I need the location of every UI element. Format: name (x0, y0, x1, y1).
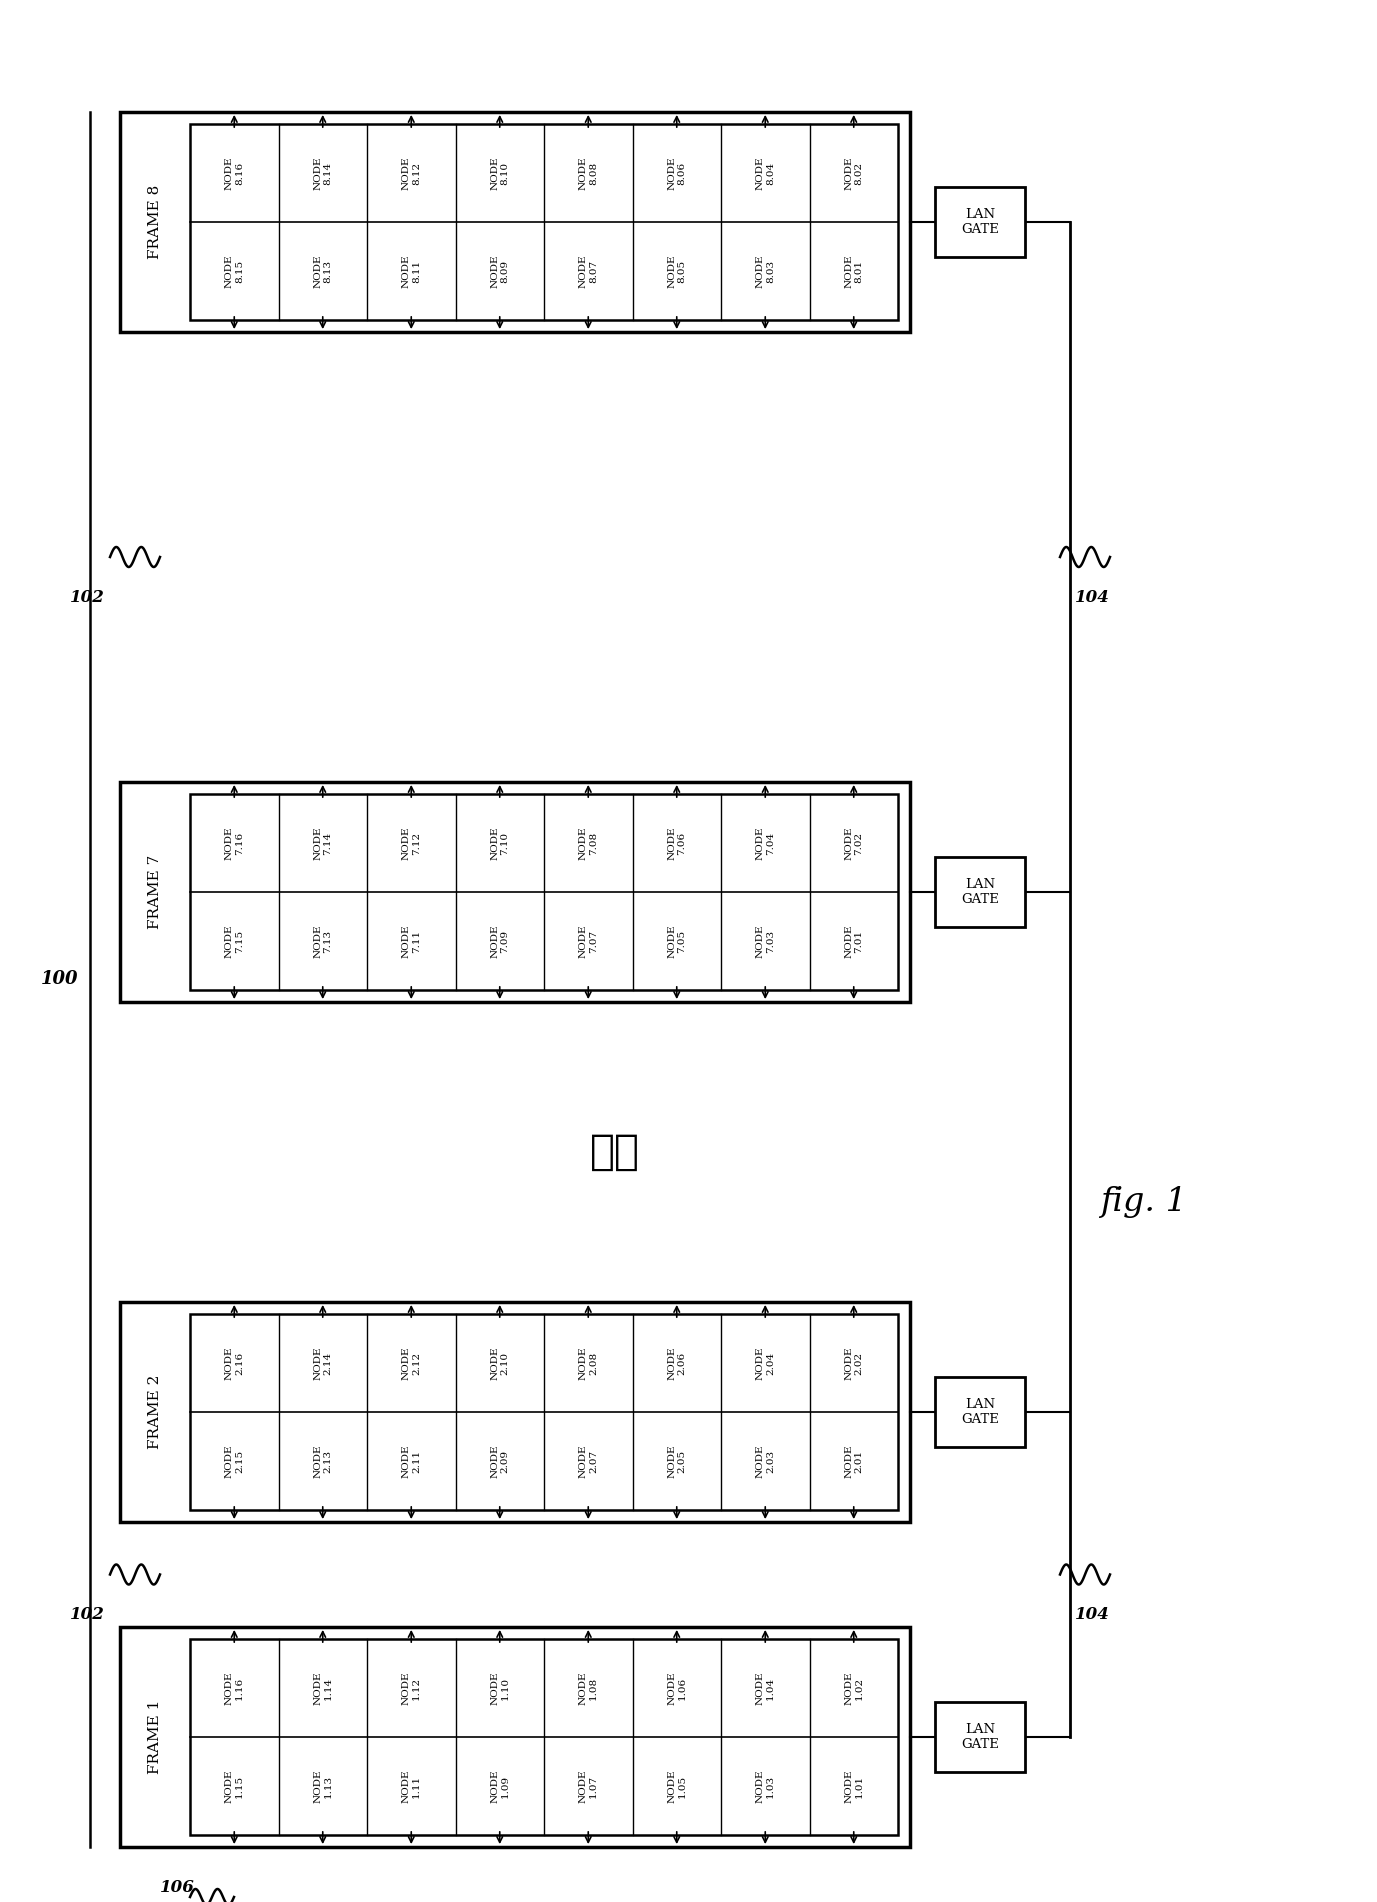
Text: 102: 102 (70, 1605, 105, 1622)
Text: 104: 104 (1075, 588, 1110, 605)
Text: NODE
8.06: NODE 8.06 (666, 156, 687, 190)
Text: NODE
7.07: NODE 7.07 (578, 924, 598, 959)
Text: NODE
1.01: NODE 1.01 (844, 1769, 863, 1803)
Text: NODE
1.08: NODE 1.08 (578, 1672, 598, 1704)
Text: ∶∶: ∶∶ (589, 1132, 640, 1174)
Text: NODE
2.11: NODE 2.11 (402, 1444, 421, 1478)
Bar (190, 124, 898, 320)
Text: NODE
2.07: NODE 2.07 (578, 1444, 598, 1478)
Bar (120, 1303, 910, 1522)
Text: NODE
8.10: NODE 8.10 (490, 156, 509, 190)
Text: NODE
7.05: NODE 7.05 (666, 924, 687, 959)
Text: LAN
GATE: LAN GATE (961, 879, 998, 905)
Text: NODE
8.03: NODE 8.03 (756, 255, 775, 287)
Text: NODE
8.01: NODE 8.01 (844, 255, 863, 287)
Text: NODE
2.03: NODE 2.03 (756, 1444, 775, 1478)
Text: NODE
7.08: NODE 7.08 (578, 825, 598, 860)
Text: NODE
1.12: NODE 1.12 (402, 1672, 421, 1704)
Text: NODE
2.09: NODE 2.09 (490, 1444, 509, 1478)
Text: NODE
8.16: NODE 8.16 (224, 156, 244, 190)
Bar (120, 112, 910, 333)
Text: FRAME 2: FRAME 2 (147, 1375, 162, 1449)
Text: NODE
7.06: NODE 7.06 (666, 825, 687, 860)
Text: NODE
1.02: NODE 1.02 (844, 1672, 863, 1704)
Bar (935, 1377, 1024, 1447)
Text: NODE
1.05: NODE 1.05 (666, 1769, 687, 1803)
Text: NODE
8.15: NODE 8.15 (224, 255, 244, 287)
Text: FRAME 1: FRAME 1 (147, 1700, 162, 1775)
Text: NODE
7.02: NODE 7.02 (844, 825, 863, 860)
Text: NODE
1.16: NODE 1.16 (224, 1672, 244, 1704)
Text: NODE
8.11: NODE 8.11 (402, 255, 421, 287)
Bar (120, 1626, 910, 1847)
Text: NODE
2.01: NODE 2.01 (844, 1444, 863, 1478)
Text: NODE
8.02: NODE 8.02 (844, 156, 863, 190)
Text: fig. 1: fig. 1 (1100, 1187, 1187, 1217)
Text: NODE
2.05: NODE 2.05 (666, 1444, 687, 1478)
Text: NODE
8.05: NODE 8.05 (666, 255, 687, 287)
Text: NODE
7.11: NODE 7.11 (402, 924, 421, 959)
Text: NODE
8.08: NODE 8.08 (578, 156, 598, 190)
Text: NODE
2.16: NODE 2.16 (224, 1347, 244, 1379)
Text: NODE
2.13: NODE 2.13 (313, 1444, 332, 1478)
Text: NODE
2.08: NODE 2.08 (578, 1347, 598, 1379)
Text: NODE
7.04: NODE 7.04 (756, 825, 775, 860)
Bar (190, 793, 898, 991)
Text: NODE
1.14: NODE 1.14 (313, 1672, 332, 1704)
Text: NODE
2.06: NODE 2.06 (666, 1347, 687, 1379)
Text: NODE
1.13: NODE 1.13 (313, 1769, 332, 1803)
Text: NODE
7.09: NODE 7.09 (490, 924, 509, 959)
Text: NODE
7.15: NODE 7.15 (224, 924, 244, 959)
Bar (935, 186, 1024, 257)
Text: FRAME 7: FRAME 7 (147, 854, 162, 928)
Text: NODE
8.04: NODE 8.04 (756, 156, 775, 190)
Text: NODE
1.04: NODE 1.04 (756, 1672, 775, 1704)
Bar (190, 1640, 898, 1835)
Text: NODE
2.12: NODE 2.12 (402, 1347, 421, 1379)
Text: FRAME 8: FRAME 8 (147, 184, 162, 259)
Text: NODE
1.07: NODE 1.07 (578, 1769, 598, 1803)
Text: NODE
8.09: NODE 8.09 (490, 255, 509, 287)
Text: NODE
1.09: NODE 1.09 (490, 1769, 509, 1803)
Text: NODE
2.14: NODE 2.14 (313, 1347, 332, 1379)
Text: 106: 106 (160, 1879, 196, 1896)
Text: 104: 104 (1075, 1605, 1110, 1622)
Text: NODE
1.03: NODE 1.03 (756, 1769, 775, 1803)
Text: NODE
7.16: NODE 7.16 (224, 825, 244, 860)
Text: NODE
7.12: NODE 7.12 (402, 825, 421, 860)
Text: LAN
GATE: LAN GATE (961, 1723, 998, 1752)
Text: NODE
8.07: NODE 8.07 (578, 255, 598, 287)
Bar (120, 782, 910, 1002)
Text: LAN
GATE: LAN GATE (961, 207, 998, 236)
Text: NODE
8.13: NODE 8.13 (313, 255, 332, 287)
Text: NODE
7.14: NODE 7.14 (313, 825, 332, 860)
Text: NODE
1.15: NODE 1.15 (224, 1769, 244, 1803)
Text: NODE
2.04: NODE 2.04 (756, 1347, 775, 1379)
Text: NODE
8.14: NODE 8.14 (313, 156, 332, 190)
Bar (190, 1314, 898, 1510)
Text: NODE
1.06: NODE 1.06 (666, 1672, 687, 1704)
Text: 102: 102 (70, 588, 105, 605)
Text: NODE
7.03: NODE 7.03 (756, 924, 775, 959)
Text: NODE
7.01: NODE 7.01 (844, 924, 863, 959)
Text: NODE
2.10: NODE 2.10 (490, 1347, 509, 1379)
Text: NODE
2.15: NODE 2.15 (224, 1444, 244, 1478)
Bar (935, 858, 1024, 926)
Text: 100: 100 (41, 970, 78, 989)
Text: LAN
GATE: LAN GATE (961, 1398, 998, 1426)
Text: NODE
7.13: NODE 7.13 (313, 924, 332, 959)
Text: NODE
2.02: NODE 2.02 (844, 1347, 863, 1379)
Text: NODE
1.10: NODE 1.10 (490, 1672, 509, 1704)
Bar (935, 1702, 1024, 1773)
Text: NODE
8.12: NODE 8.12 (402, 156, 421, 190)
Text: NODE
1.11: NODE 1.11 (402, 1769, 421, 1803)
Text: NODE
7.10: NODE 7.10 (490, 825, 509, 860)
